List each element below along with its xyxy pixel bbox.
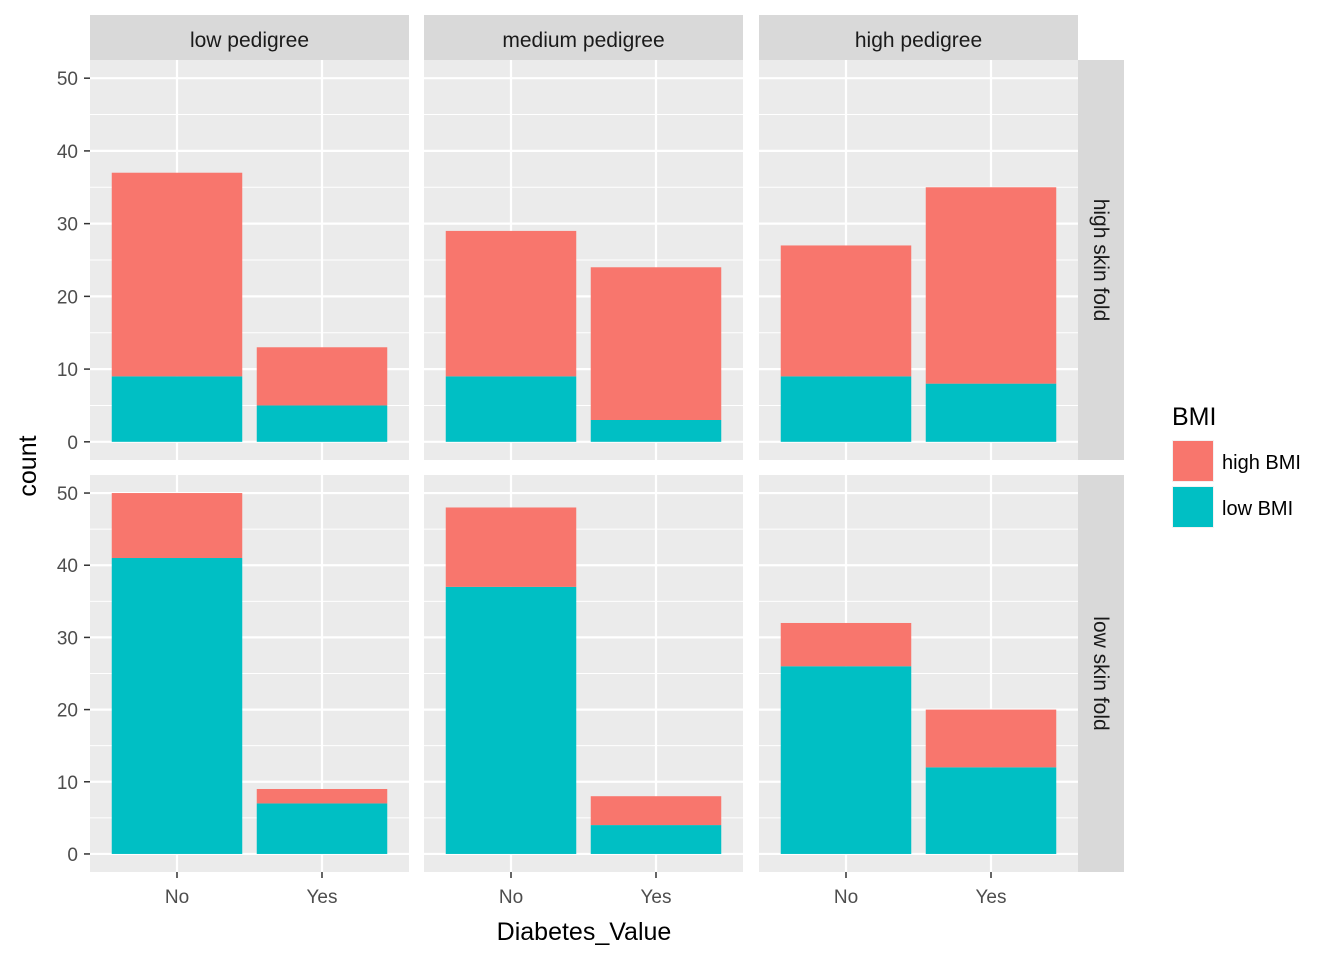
bar-segment-high-bmi xyxy=(111,172,243,377)
bar-segment-high-bmi xyxy=(256,788,388,804)
column-strip-label: low pedigree xyxy=(190,29,309,52)
x-tick-label: No xyxy=(834,887,858,908)
legend-key-swatch xyxy=(1173,487,1213,527)
bar-segment-low-bmi xyxy=(590,420,722,442)
y-tick-label: 0 xyxy=(67,845,78,866)
bar-segment-high-bmi xyxy=(590,796,722,826)
legend-label: low BMI xyxy=(1222,498,1293,520)
bar-segment-low-bmi xyxy=(111,558,243,854)
legend-label: high BMI xyxy=(1222,452,1301,474)
row-strip-label: high skin fold xyxy=(1089,199,1112,322)
y-tick-label: 10 xyxy=(57,360,78,381)
bar-segment-low-bmi xyxy=(445,376,577,442)
legend-title: BMI xyxy=(1172,403,1216,431)
x-tick-label: Yes xyxy=(307,887,338,908)
y-tick-label: 50 xyxy=(57,69,78,90)
row-strip xyxy=(1078,475,1124,872)
column-strip-label: medium pedigree xyxy=(502,29,664,52)
bar-segment-high-bmi xyxy=(445,230,577,377)
bar-segment-low-bmi xyxy=(111,376,243,442)
x-tick-label: No xyxy=(499,887,523,908)
bar-segment-low-bmi xyxy=(590,825,722,854)
y-tick-label: 50 xyxy=(57,484,78,505)
y-tick-label: 10 xyxy=(57,773,78,794)
column-strip-label: high pedigree xyxy=(855,29,982,52)
y-tick-label: 30 xyxy=(57,215,78,236)
x-axis-title: Diabetes_Value xyxy=(497,918,672,946)
y-tick-label: 0 xyxy=(67,433,78,454)
bar-segment-low-bmi xyxy=(445,586,577,854)
bar-segment-high-bmi xyxy=(925,187,1057,384)
bar-segment-low-bmi xyxy=(256,803,388,854)
bar-segment-high-bmi xyxy=(111,493,243,559)
bar-segment-low-bmi xyxy=(780,376,912,442)
bar-segment-high-bmi xyxy=(256,347,388,406)
column-strip xyxy=(759,15,1078,60)
bar-segment-high-bmi xyxy=(780,622,912,667)
y-tick-label: 20 xyxy=(57,287,78,308)
bar-segment-low-bmi xyxy=(925,767,1057,854)
y-tick-label: 40 xyxy=(57,556,78,577)
x-tick-label: Yes xyxy=(976,887,1007,908)
bar-segment-low-bmi xyxy=(780,666,912,854)
bar-segment-high-bmi xyxy=(445,507,577,587)
row-strip-label: low skin fold xyxy=(1089,616,1112,730)
bar-segment-high-bmi xyxy=(590,267,722,420)
column-strip xyxy=(424,15,743,60)
y-tick-label: 30 xyxy=(57,628,78,649)
y-tick-label: 40 xyxy=(57,142,78,163)
bar-segment-low-bmi xyxy=(925,383,1057,442)
y-tick-label: 20 xyxy=(57,701,78,722)
x-tick-label: No xyxy=(165,887,189,908)
column-strip xyxy=(90,15,409,60)
x-tick-label: Yes xyxy=(641,887,672,908)
bar-segment-low-bmi xyxy=(256,405,388,442)
bar-segment-high-bmi xyxy=(780,245,912,377)
y-axis-title: count xyxy=(14,435,42,496)
legend-key-swatch xyxy=(1173,441,1213,481)
bar-segment-high-bmi xyxy=(925,709,1057,768)
row-strip xyxy=(1078,60,1124,460)
